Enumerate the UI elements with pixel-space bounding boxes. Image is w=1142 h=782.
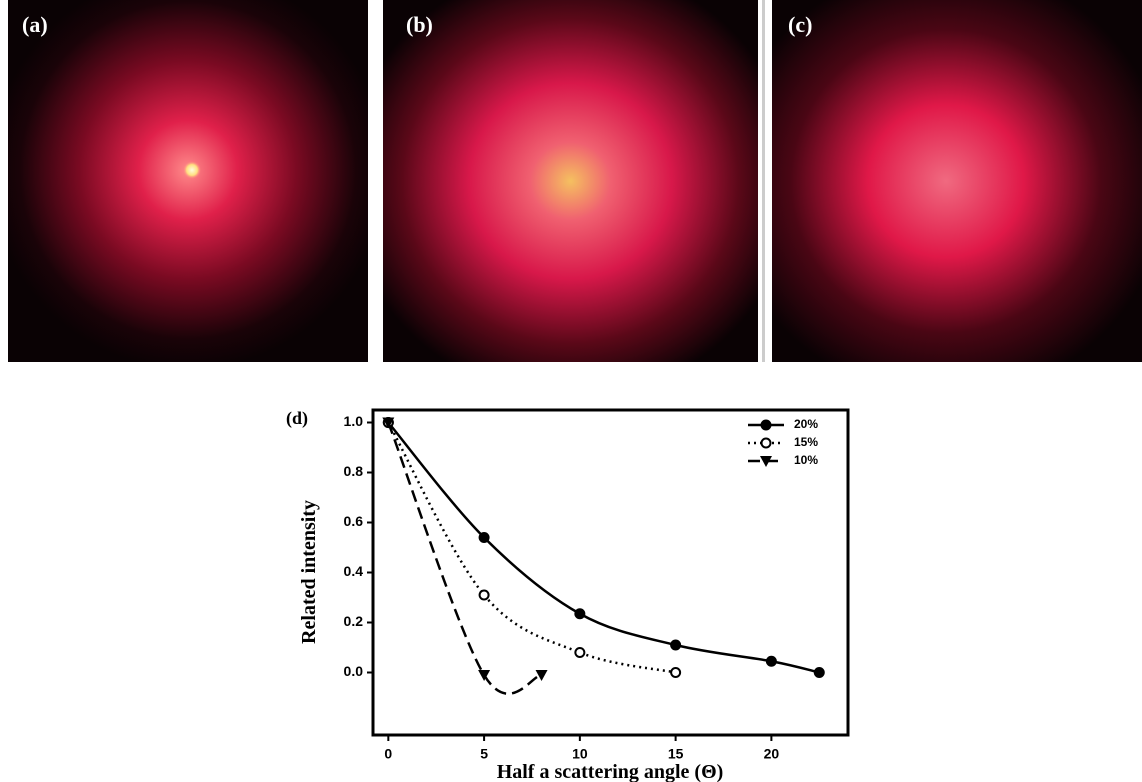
series-line xyxy=(387,421,676,674)
x-tick-label: 15 xyxy=(668,746,684,762)
x-axis-label: Half a scattering angle (Θ) xyxy=(497,761,724,782)
y-tick-label: 0.0 xyxy=(344,663,364,679)
y-tick-label: 0.6 xyxy=(344,513,364,529)
data-point xyxy=(670,639,682,651)
panel-label: (c) xyxy=(788,12,812,37)
photo-c xyxy=(772,0,1142,362)
y-tick-label: 0.2 xyxy=(344,613,364,629)
photo-b xyxy=(383,0,758,362)
data-point xyxy=(478,589,490,601)
legend-marker xyxy=(760,456,772,467)
panel-label: (b) xyxy=(406,12,433,37)
data-point xyxy=(813,667,825,678)
panel-label: (a) xyxy=(22,12,48,37)
x-tick-label: 20 xyxy=(764,746,780,762)
series-line xyxy=(387,422,542,695)
legend-marker xyxy=(760,437,772,449)
legend-label: 20% xyxy=(794,417,818,431)
y-tick-label: 1.0 xyxy=(344,413,364,429)
data-point xyxy=(765,655,777,667)
y-tick-label: 0.4 xyxy=(344,563,364,579)
x-tick-label: 5 xyxy=(480,746,488,762)
legend-label: 10% xyxy=(794,453,818,467)
divider xyxy=(762,0,765,362)
legend-label: 15% xyxy=(794,435,818,449)
plot-frame xyxy=(371,408,850,737)
panel-label: (d) xyxy=(286,408,308,429)
y-axis-label: Related intensity xyxy=(298,500,320,644)
x-tick-label: 10 xyxy=(572,746,588,762)
data-point xyxy=(478,532,490,543)
photo-a xyxy=(8,0,368,362)
legend-marker xyxy=(760,419,772,431)
data-point xyxy=(535,670,548,681)
y-tick-label: 0.8 xyxy=(344,463,364,479)
data-point xyxy=(382,417,395,429)
data-point xyxy=(670,667,682,678)
bright-spot xyxy=(183,161,201,179)
data-point xyxy=(574,608,586,620)
data-point xyxy=(574,647,586,658)
data-point xyxy=(478,670,491,681)
x-tick-label: 0 xyxy=(384,746,392,762)
